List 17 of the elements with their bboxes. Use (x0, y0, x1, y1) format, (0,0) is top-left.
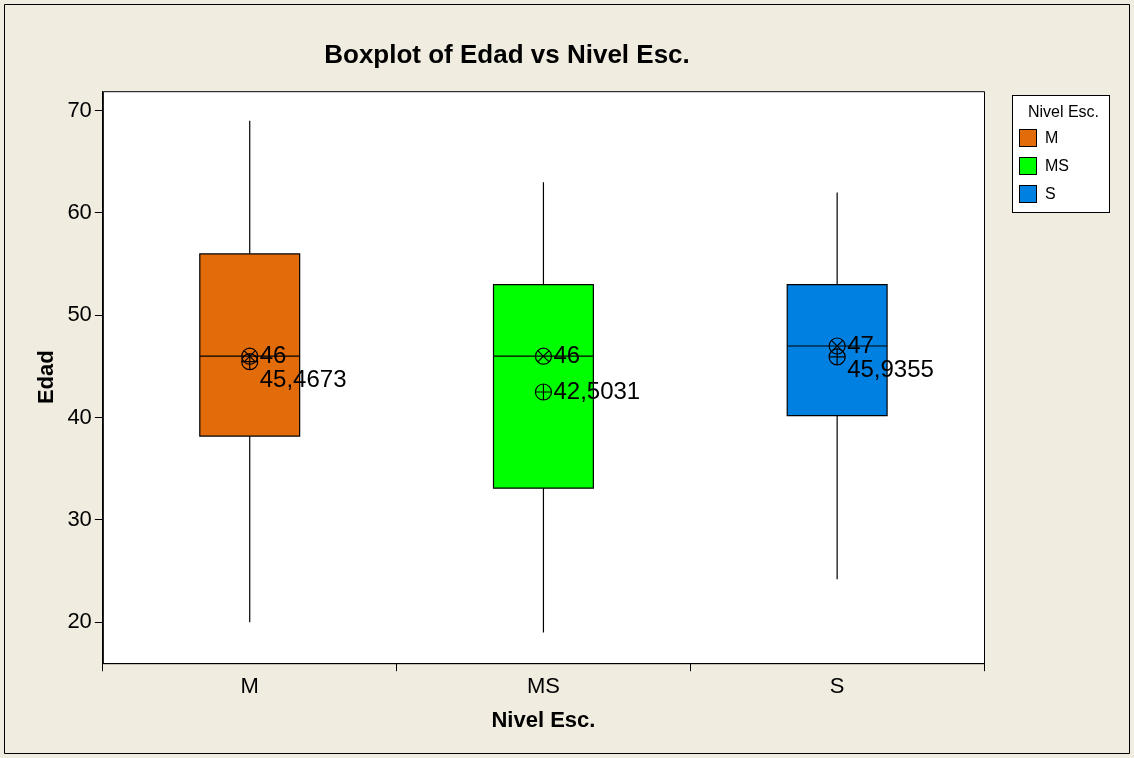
y-tick-label: 60 (67, 199, 92, 225)
x-axis-title: Nivel Esc. (491, 706, 596, 732)
y-axis-title: Edad (33, 350, 59, 405)
legend-label: MS (1045, 157, 1069, 175)
x-tick-label: MS (526, 673, 560, 699)
chart-title: Boxplot of Edad vs Nivel Esc. (324, 38, 690, 69)
x-tick-label: S (829, 673, 845, 699)
legend-label: S (1045, 185, 1056, 203)
legend-title: Nivel Esc. (1026, 102, 1100, 122)
y-tick-label: 50 (67, 301, 92, 327)
y-tick-label: 20 (67, 608, 92, 634)
y-tick-label: 70 (67, 96, 92, 122)
y-tick-label: 30 (67, 506, 92, 532)
y-tick-label: 40 (67, 403, 92, 429)
x-tick-label: M (240, 673, 259, 699)
annotation: 47 (847, 330, 874, 358)
legend-label: M (1045, 129, 1059, 147)
